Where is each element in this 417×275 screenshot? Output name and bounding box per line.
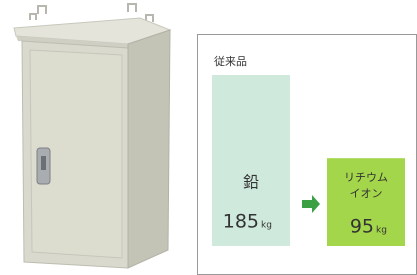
category-label: 鉛	[243, 173, 259, 192]
value-label: 185	[223, 211, 259, 233]
page: 従来品 鉛185kgリチウムイオン95kg	[0, 0, 417, 275]
cabinet-photo	[14, 4, 170, 268]
unit-label: kg	[376, 226, 387, 236]
unit-label: kg	[261, 221, 272, 231]
value-label: 95	[350, 216, 374, 238]
annotation: 従来品	[214, 55, 247, 68]
